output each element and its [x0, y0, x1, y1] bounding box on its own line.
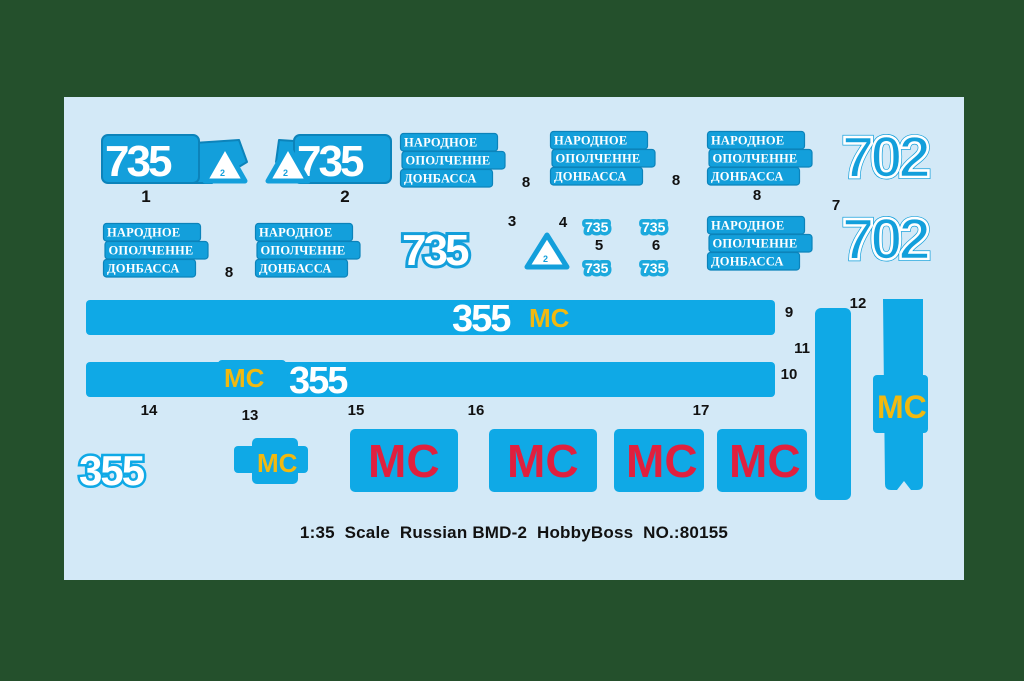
- svg-text:1: 1: [141, 187, 150, 206]
- svg-text:735: 735: [105, 137, 172, 186]
- svg-text:1:35 Scale Russian BMD-2 Ho: 1:35 Scale Russian BMD-2 HobbyBoss NO.:8…: [300, 523, 728, 542]
- svg-text:355: 355: [452, 298, 511, 340]
- svg-text:MC: MC: [529, 303, 570, 333]
- svg-text:4: 4: [559, 214, 568, 231]
- svg-text:735: 735: [585, 260, 609, 276]
- svg-text:735: 735: [642, 260, 666, 276]
- svg-text:8: 8: [522, 174, 530, 191]
- svg-text:9: 9: [785, 304, 793, 321]
- svg-text:10: 10: [781, 366, 798, 383]
- svg-text:8: 8: [753, 187, 761, 204]
- svg-text:2: 2: [283, 168, 288, 178]
- svg-text:702: 702: [842, 207, 929, 272]
- svg-text:16: 16: [468, 402, 485, 419]
- svg-text:2: 2: [340, 187, 349, 206]
- svg-text:15: 15: [348, 402, 365, 419]
- svg-text:3: 3: [508, 213, 516, 230]
- svg-text:MC: MC: [626, 435, 698, 487]
- svg-text:17: 17: [693, 402, 710, 419]
- svg-text:11: 11: [794, 340, 810, 357]
- svg-text:8: 8: [225, 264, 233, 281]
- svg-text:2: 2: [543, 254, 548, 264]
- svg-text:702: 702: [842, 125, 929, 190]
- svg-text:6: 6: [652, 237, 660, 254]
- svg-text:5: 5: [595, 237, 603, 254]
- svg-text:13: 13: [242, 407, 259, 424]
- svg-text:8: 8: [672, 172, 680, 189]
- svg-text:14: 14: [141, 402, 158, 419]
- svg-text:735: 735: [642, 219, 666, 235]
- svg-text:355: 355: [289, 360, 348, 402]
- svg-text:355: 355: [79, 447, 145, 494]
- svg-text:MC: MC: [507, 435, 579, 487]
- svg-text:MC: MC: [257, 448, 298, 478]
- svg-text:735: 735: [402, 226, 469, 275]
- svg-text:MC: MC: [877, 389, 927, 425]
- svg-text:MC: MC: [729, 435, 801, 487]
- svg-text:MC: MC: [368, 435, 440, 487]
- svg-text:12: 12: [850, 295, 867, 312]
- svg-text:7: 7: [832, 197, 840, 214]
- svg-text:735: 735: [585, 219, 609, 235]
- svg-text:MC: MC: [224, 363, 265, 393]
- svg-text:2: 2: [220, 168, 225, 178]
